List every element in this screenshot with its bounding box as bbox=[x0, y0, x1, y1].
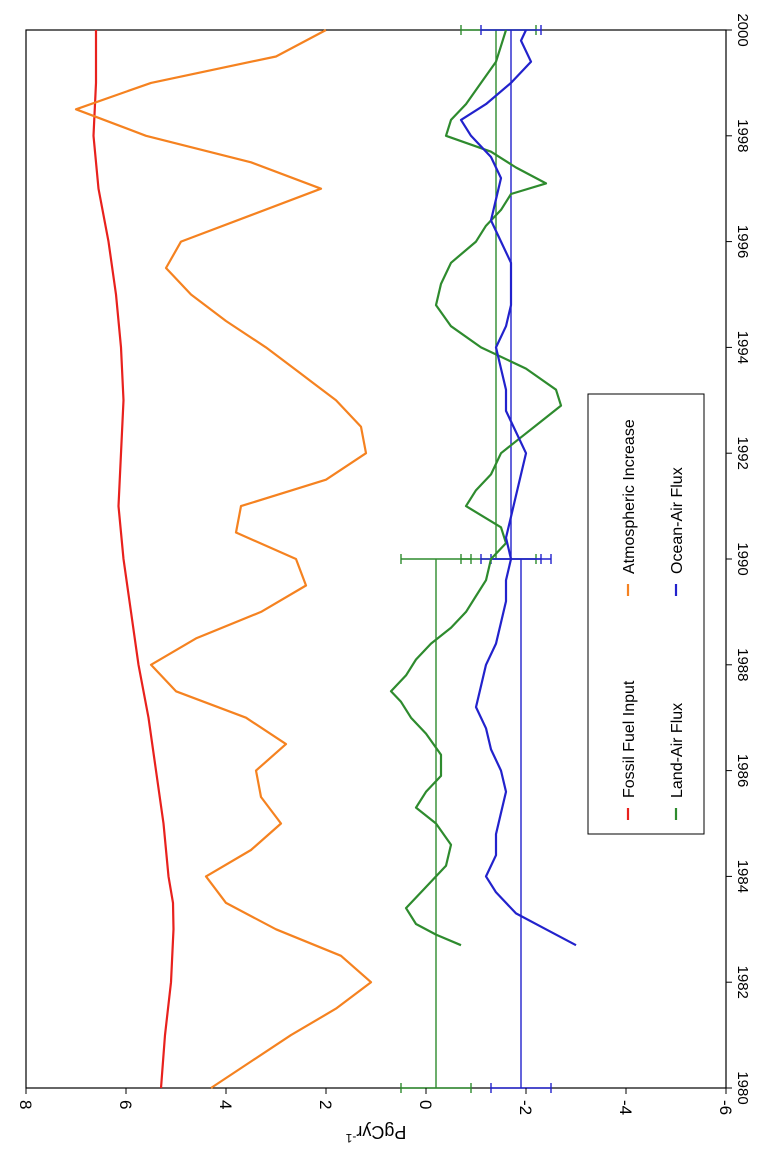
value-tick-label: 8 bbox=[16, 1100, 35, 1109]
value-tick-label: -4 bbox=[616, 1100, 635, 1115]
legend-label: Ocean-Air Flux bbox=[669, 467, 686, 574]
year-tick-label: 2000 bbox=[734, 13, 751, 46]
year-tick-label: 1996 bbox=[734, 225, 751, 258]
reference-lines bbox=[400, 25, 552, 1093]
value-tick-label: 0 bbox=[416, 1100, 435, 1109]
legend-box bbox=[587, 393, 705, 835]
y-axis-label-exponent: -1 bbox=[345, 1131, 356, 1145]
value-axis: -6 -4 -2 0 2 4 6 8 bbox=[16, 1088, 735, 1115]
series-line-fossil-fuel-input bbox=[92, 30, 175, 1089]
legend-label: Fossil Fuel Input bbox=[621, 680, 638, 798]
year-tick-label: 1980 bbox=[734, 1071, 751, 1104]
year-tick-label: 1986 bbox=[734, 754, 751, 787]
value-tick-label: 6 bbox=[116, 1100, 135, 1109]
series-line-atmospheric-increase bbox=[74, 29, 373, 1089]
value-tick-label: -6 bbox=[716, 1100, 735, 1115]
legend-label: Atmospheric Increase bbox=[621, 419, 638, 574]
series-layer bbox=[74, 29, 577, 1089]
series-line-land-air-flux bbox=[389, 29, 563, 947]
year-tick-label: 1982 bbox=[734, 966, 751, 999]
y-axis-label: PgCyr-1 bbox=[345, 1122, 406, 1145]
year-tick-label: 1992 bbox=[734, 437, 751, 470]
value-tick-label: 4 bbox=[216, 1100, 235, 1109]
year-tick-label: 1998 bbox=[734, 119, 751, 152]
year-tick-label: 1984 bbox=[734, 860, 751, 893]
value-tick-label: -2 bbox=[516, 1100, 535, 1115]
legend-label: Land-Air Flux bbox=[669, 703, 686, 798]
year-tick-label: 1988 bbox=[734, 648, 751, 681]
legend: Fossil Fuel Input Atmospheric Increase Lan… bbox=[587, 393, 705, 835]
series-line-ocean-air-flux bbox=[459, 29, 577, 947]
y-axis-label-text: PgCyr bbox=[356, 1122, 406, 1142]
year-tick-label: 1990 bbox=[734, 542, 751, 575]
year-axis: 1980 1982 1984 1986 1988 1990 1992 1994 1996 1998… bbox=[726, 13, 751, 1105]
value-tick-label: 2 bbox=[316, 1100, 335, 1109]
year-tick-label: 1994 bbox=[734, 331, 751, 364]
